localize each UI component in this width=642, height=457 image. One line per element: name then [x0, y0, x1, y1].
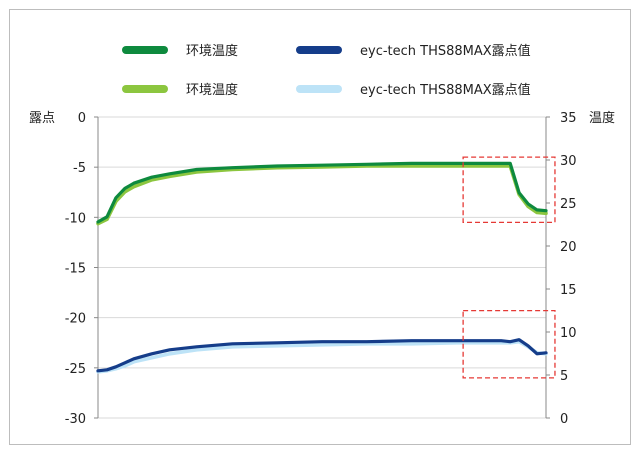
left-tick-label: -25 — [65, 362, 86, 377]
left-tick-label: -20 — [65, 312, 86, 327]
highlight-box-1 — [462, 156, 556, 223]
right-tick-label: 15 — [560, 283, 577, 298]
left-tick-label: -5 — [73, 161, 86, 176]
highlight-box-2 — [462, 309, 556, 379]
right-axis-title: 温度 — [589, 110, 615, 126]
right-tick-label: 0 — [560, 412, 568, 427]
right-tick-label: 20 — [560, 240, 577, 255]
series-line-4 — [96, 339, 548, 374]
right-tick-label: 25 — [560, 197, 577, 212]
legend-label-1: 环境温度 — [186, 43, 238, 59]
right-tick-label: 30 — [560, 154, 577, 169]
left-tick-label: -15 — [65, 262, 86, 277]
series-line-1 — [96, 161, 548, 224]
legend-label-4: eyc-tech THS88MAX露点值 — [360, 82, 531, 98]
left-tick-label: -10 — [65, 211, 86, 226]
series-line-3 — [96, 338, 548, 373]
right-tick-label: 5 — [560, 369, 568, 384]
right-tick-label: 35 — [560, 111, 577, 126]
left-axis-title: 露点 — [29, 111, 55, 126]
chart-frame — [9, 9, 631, 445]
right-tick-label: 10 — [560, 326, 577, 341]
legend-label-2: eyc-tech THS88MAX露点值 — [360, 43, 531, 59]
legend-label-3: 环境温度 — [186, 82, 238, 98]
left-tick-label: -30 — [65, 412, 86, 427]
left-tick-label: 0 — [78, 111, 86, 126]
